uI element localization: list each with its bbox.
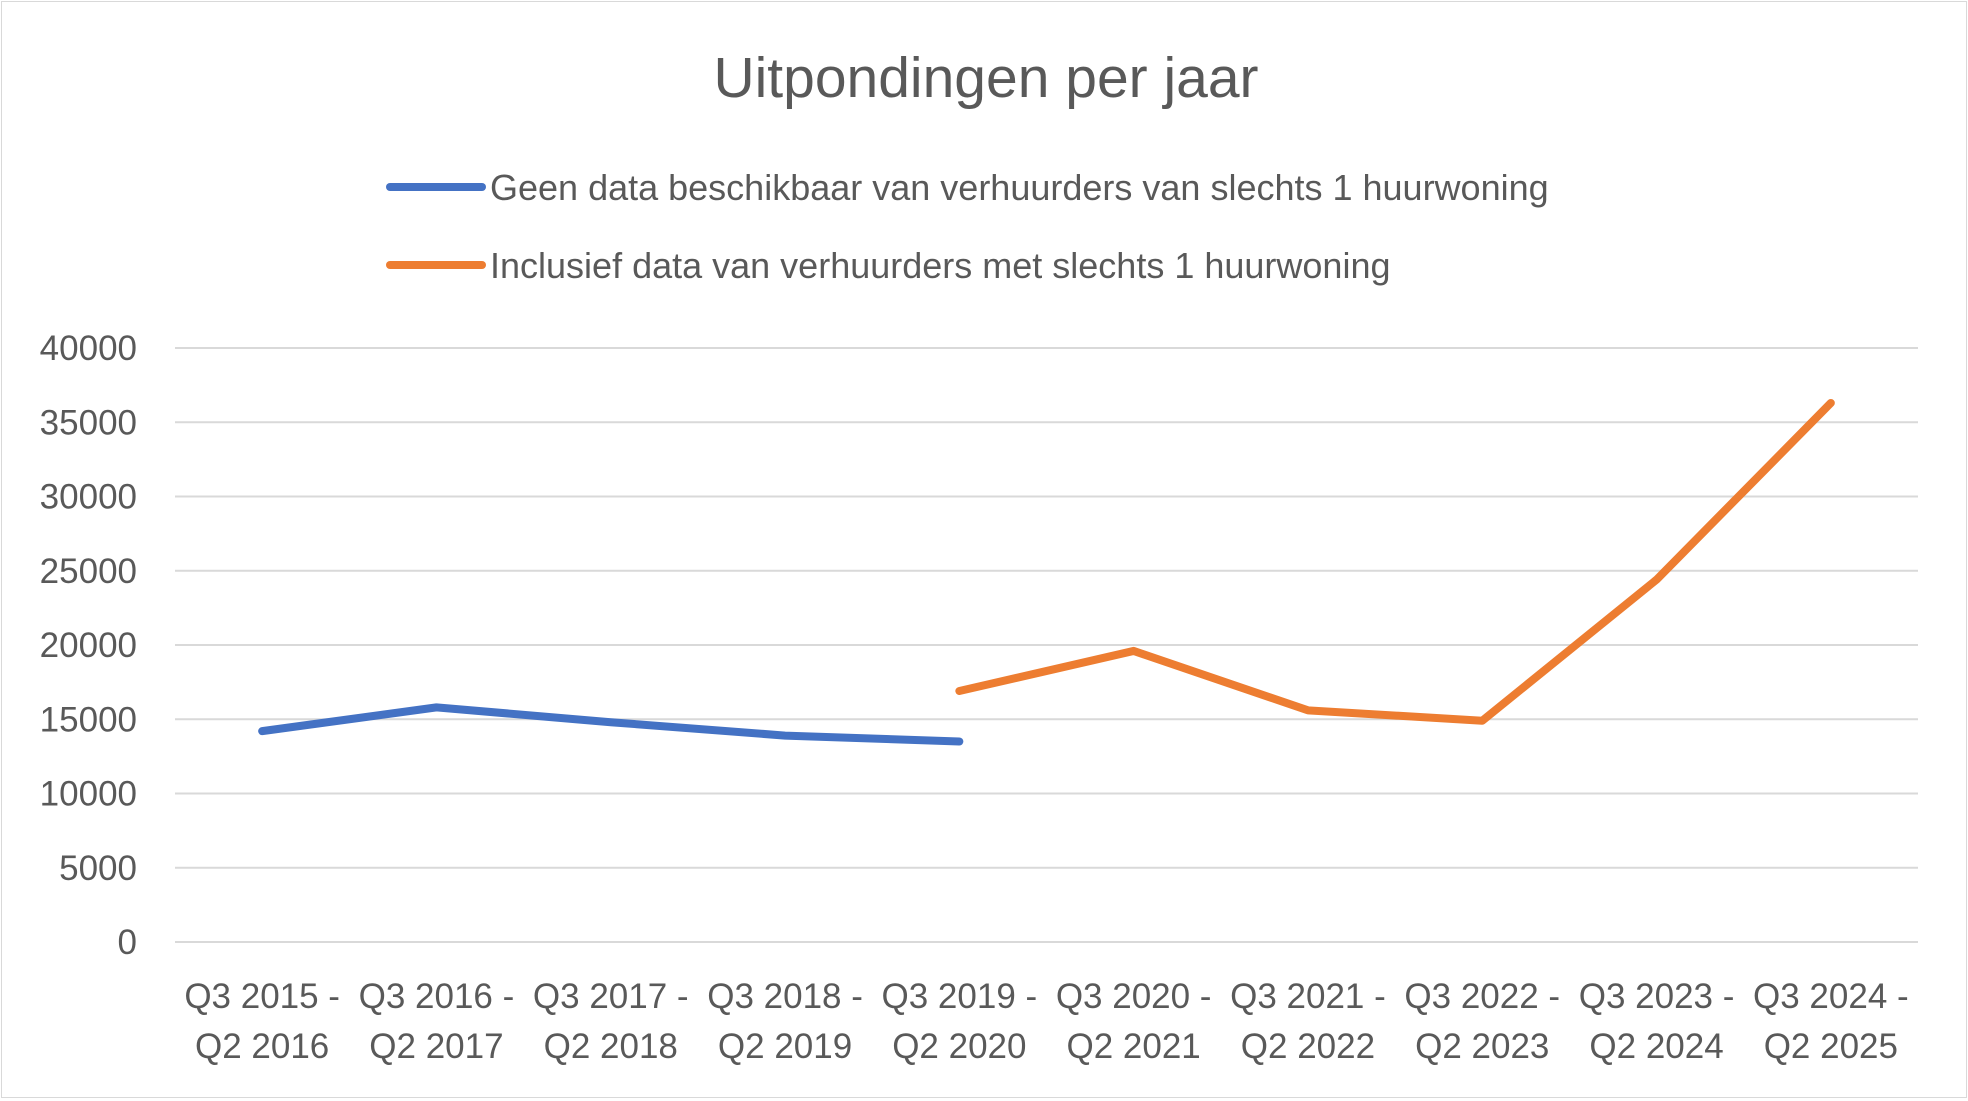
- series-line-2: [955, 398, 1835, 725]
- x-tick-label: Q3 2022 -Q2 2023: [1404, 977, 1560, 1066]
- y-tick-label: 35000: [40, 403, 137, 442]
- data-point: [610, 721, 612, 723]
- data-point: [1133, 650, 1135, 652]
- y-tick-label: 20000: [40, 626, 137, 665]
- x-tick-label: Q3 2019 -Q2 2020: [882, 977, 1038, 1066]
- legend-label-series-2: Inclusief data van verhuurders met slech…: [490, 245, 1391, 286]
- data-point: [1830, 402, 1832, 404]
- y-tick-label: 10000: [40, 775, 137, 814]
- x-tick-label: Q3 2018 -Q2 2019: [707, 977, 863, 1066]
- y-tick-label: 5000: [59, 849, 137, 888]
- chart-title: Uitpondingen per jaar: [713, 46, 1258, 110]
- series-lines: [258, 398, 1835, 746]
- y-tick-label: 30000: [40, 478, 137, 517]
- data-point: [958, 690, 960, 692]
- x-tick-label: Q3 2017 -Q2 2018: [533, 977, 689, 1066]
- series-line-1: [258, 703, 964, 746]
- y-tick-label: 40000: [40, 329, 137, 368]
- x-tick-label: Q3 2021 -Q2 2022: [1230, 977, 1386, 1066]
- y-axis-ticks: 0 5000 10000 15000 20000 25000 30000 35000 40000: [40, 329, 137, 962]
- legend: Geen data beschikbaar van verhuurders va…: [386, 167, 1549, 286]
- data-point: [958, 741, 960, 743]
- data-point: [1481, 720, 1483, 722]
- x-tick-label: Q3 2024 -Q2 2025: [1753, 977, 1909, 1066]
- data-point: [435, 706, 437, 708]
- data-point: [1656, 579, 1658, 581]
- data-point: [261, 730, 263, 732]
- x-tick-label: Q3 2016 -Q2 2017: [359, 977, 515, 1066]
- y-tick-label: 0: [118, 923, 137, 962]
- x-tick-label: Q3 2015 -Q2 2016: [184, 977, 340, 1066]
- data-point: [1307, 709, 1309, 711]
- y-tick-label: 25000: [40, 552, 137, 591]
- legend-label-series-1: Geen data beschikbaar van verhuurders va…: [490, 167, 1549, 208]
- data-point: [784, 735, 786, 737]
- gridlines: [175, 347, 1918, 943]
- x-tick-label: Q3 2023 -Q2 2024: [1579, 977, 1735, 1066]
- x-tick-label: Q3 2020 -Q2 2021: [1056, 977, 1212, 1066]
- y-tick-label: 15000: [40, 700, 137, 739]
